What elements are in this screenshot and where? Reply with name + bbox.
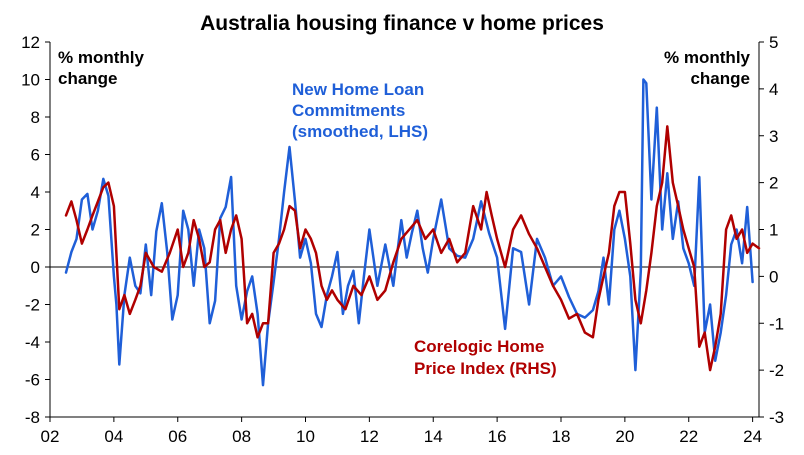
x-tick-label: 12 [360, 427, 379, 446]
x-tick-label: 20 [615, 427, 634, 446]
left-tick-label: 6 [31, 146, 40, 165]
left-tick-label: -8 [25, 408, 40, 427]
right-axis-unit-label-2: change [690, 69, 750, 88]
x-tick-label: 04 [104, 427, 123, 446]
left-tick-label: 12 [21, 33, 40, 52]
x-axis-ticks: 02 04 06 08 10 12 14 16 18 20 22 24 [41, 417, 762, 446]
left-tick-label: 10 [21, 71, 40, 90]
left-axis-unit-label-2: change [58, 69, 118, 88]
left-tick-label: -6 [25, 371, 40, 390]
right-tick-label: -3 [769, 408, 784, 427]
x-tick-label: 16 [488, 427, 507, 446]
left-tick-label: 8 [31, 108, 40, 127]
x-tick-label: 22 [679, 427, 698, 446]
series-label-prices-2: Price Index (RHS) [414, 359, 557, 378]
series-label-loans-1: New Home Loan [292, 80, 424, 99]
series-line-corelogic-price-index [64, 125, 761, 372]
chart-title: Australia housing finance v home prices [200, 12, 604, 35]
series-label-prices-1: Corelogic Home [414, 337, 544, 356]
series-line-new-home-loans [64, 78, 754, 387]
x-tick-label: 06 [168, 427, 187, 446]
right-tick-label: 3 [769, 127, 778, 146]
series-label-loans-3: (smoothed, LHS) [292, 122, 428, 141]
right-axis-unit-label: % monthly [664, 48, 750, 67]
right-tick-label: -2 [769, 361, 784, 380]
left-tick-label: -2 [25, 296, 40, 315]
series-label-loans-2: Commitments [292, 101, 405, 120]
right-axis-ticks: -3 -2 -1 0 1 2 3 4 5 [759, 33, 784, 427]
left-tick-label: 4 [31, 183, 40, 202]
x-tick-label: 24 [743, 427, 762, 446]
left-axis-ticks: -8 -6 -4 -2 0 2 4 6 8 10 12 [21, 33, 50, 427]
x-tick-label: 08 [232, 427, 251, 446]
left-tick-label: -4 [25, 333, 40, 352]
right-tick-label: -1 [769, 314, 784, 333]
x-tick-label: 14 [424, 427, 443, 446]
right-tick-label: 2 [769, 174, 778, 193]
left-tick-label: 0 [31, 258, 40, 277]
right-tick-label: 1 [769, 221, 778, 240]
x-tick-label: 02 [41, 427, 60, 446]
left-tick-label: 2 [31, 221, 40, 240]
right-tick-label: 0 [769, 267, 778, 286]
x-tick-label: 18 [552, 427, 571, 446]
series-lines [64, 78, 761, 387]
x-tick-label: 10 [296, 427, 315, 446]
right-tick-label: 5 [769, 33, 778, 52]
right-tick-label: 4 [769, 80, 778, 99]
left-axis-unit-label: % monthly [58, 48, 144, 67]
